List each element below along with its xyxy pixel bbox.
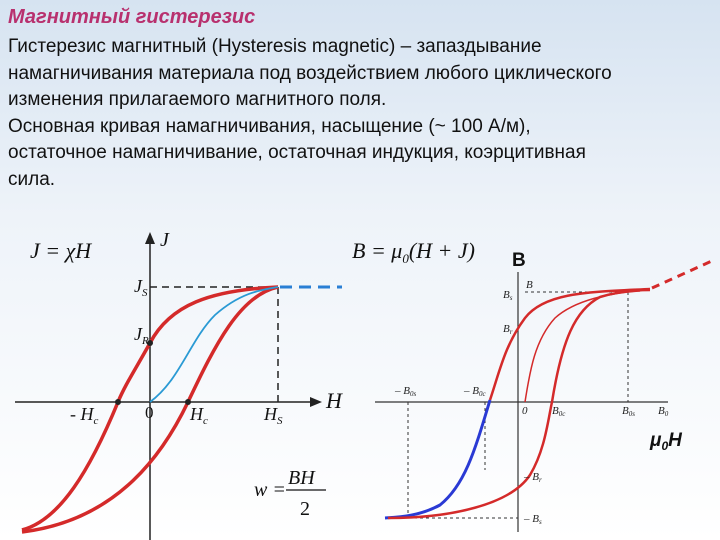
label: – Br	[523, 471, 542, 484]
hysteresis-upper	[21, 285, 279, 532]
dashed-extension	[651, 258, 715, 290]
label-sub: S	[277, 415, 283, 427]
label: – B0c	[463, 385, 486, 398]
origin: 0	[145, 403, 154, 422]
initial-curve	[524, 290, 641, 403]
formula: J = χH	[30, 238, 92, 263]
energy-formula: w =	[254, 479, 286, 501]
origin: 0	[522, 405, 528, 417]
energy-denominator: 2	[300, 498, 310, 520]
energy-numerator: BH	[288, 467, 316, 489]
slide-title: Магнитный гистерезис	[8, 6, 256, 28]
text-line: изменения прилагаемого магнитного поля.	[8, 89, 387, 110]
label: Br	[503, 323, 513, 336]
label-main: H	[189, 404, 204, 424]
label: JR	[134, 324, 149, 347]
text-line: Основная кривая намагничивания, насыщени…	[8, 116, 531, 137]
label-main: – B	[523, 513, 539, 525]
formula-sub: 0	[402, 251, 409, 266]
left-diagram: J = χH J H JS JR - Hc 0 Hc HS w = BH 2	[15, 229, 343, 540]
label-main: B	[552, 405, 559, 417]
label: B0c	[552, 405, 566, 418]
label-sub: c	[94, 415, 99, 427]
point	[185, 399, 191, 405]
axis-sub: 0	[661, 439, 668, 453]
label-sub: 0	[665, 410, 669, 418]
formula-rest: (H + J)	[409, 238, 475, 263]
label-sub: 0s	[410, 390, 417, 398]
label: JS	[134, 276, 148, 299]
label-main: B	[658, 405, 665, 417]
label-main: B	[622, 405, 629, 417]
label-main: – B	[523, 471, 539, 483]
text-line: остаточное намагничивание, остаточная ин…	[8, 142, 586, 163]
loop-lower	[387, 288, 651, 520]
label-main: - H	[70, 404, 94, 424]
initial-curve	[149, 286, 279, 403]
label-main: – B	[394, 385, 410, 397]
formula: B = μ0(H + J)	[352, 238, 475, 266]
loop-upper	[488, 287, 651, 401]
label-sub: 0s	[629, 410, 636, 418]
text-line: сила.	[8, 169, 56, 190]
label-main: J	[134, 324, 143, 344]
label-sub: S	[142, 287, 148, 299]
label: – B0s	[394, 385, 416, 398]
label: Bs	[503, 289, 513, 302]
label: B	[526, 279, 533, 291]
axis-main: μ	[649, 430, 662, 451]
hysteresis-lower	[21, 285, 279, 534]
label-main: J	[134, 276, 143, 296]
label-sub: 0c	[479, 390, 487, 398]
label-main: – B	[463, 385, 479, 397]
axis-label: B	[512, 250, 526, 271]
axis-rest: H	[668, 430, 683, 451]
label-sub: R	[141, 335, 149, 347]
label: Hc	[189, 404, 208, 427]
label-sub: c	[203, 415, 208, 427]
label-main: B	[503, 289, 510, 301]
axis-label: H	[325, 388, 343, 413]
label-sub: r	[539, 476, 542, 484]
arrow	[145, 232, 155, 244]
label-sub: s	[539, 518, 542, 526]
label: B0	[658, 405, 669, 418]
label: – Bs	[523, 513, 542, 526]
axis-label: J	[160, 229, 170, 251]
label-sub: s	[510, 294, 513, 302]
loop-upper-blue	[384, 399, 492, 520]
axis-label: μ0H	[649, 430, 683, 453]
right-diagram: B = μ0(H + J) B μ0H Bs B Br – B0s – B0c …	[352, 238, 715, 532]
formula-main: B = μ	[352, 238, 402, 263]
label-main: B	[503, 323, 510, 335]
label: HS	[263, 404, 283, 427]
point	[115, 399, 121, 405]
point	[147, 340, 153, 346]
label: B0s	[622, 405, 635, 418]
text-line: Гистерезис магнитный (Hysteresis magneti…	[8, 36, 542, 57]
label-sub: r	[510, 328, 513, 336]
label-sub: 0c	[559, 410, 567, 418]
text-line: намагничивания материала под воздействие…	[8, 63, 612, 84]
label-main: H	[263, 404, 278, 424]
label: - Hc	[70, 404, 99, 427]
arrow	[310, 397, 322, 407]
